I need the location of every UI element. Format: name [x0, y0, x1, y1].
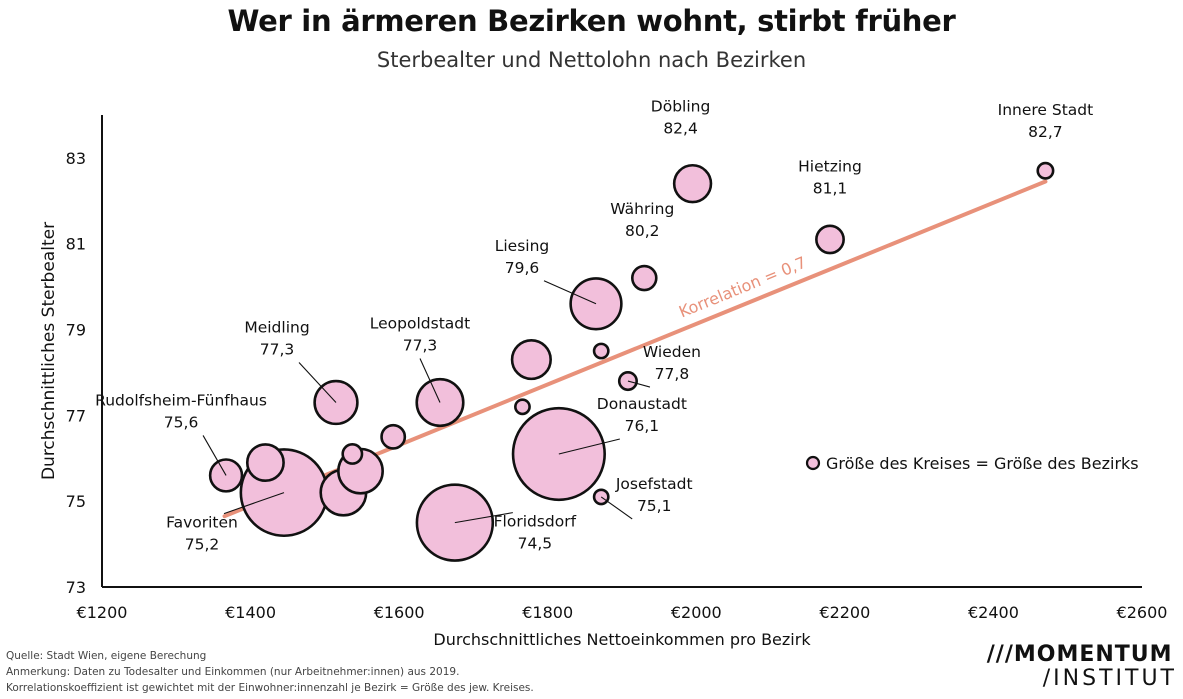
bubble-district	[245, 443, 285, 483]
value-floridsdorf: 74,5	[518, 535, 553, 553]
footer-note-weighting: Korrelationskoeffizient ist gewichtet mi…	[6, 682, 534, 694]
bubble-floridsdorf	[415, 483, 495, 562]
label-rudolfsheim-fuenfhaus: Rudolfsheim-Fünfhaus	[95, 391, 267, 409]
x-axis-title: Durchschnittliches Nettoeinkommen pro Be…	[433, 630, 811, 649]
value-innere-stadt: 82,7	[1028, 123, 1063, 141]
logo-word-2: INSTITUT	[1053, 666, 1177, 691]
value-rudolfsheim-fuenfhaus: 75,6	[164, 413, 199, 431]
bubble-district	[514, 398, 531, 416]
chart-subtitle: Sterbealter und Nettolohn nach Bezirken	[376, 48, 807, 72]
label-meidling: Meidling	[244, 318, 309, 336]
size-legend-label: Größe des Kreises = Größe des Bezirks	[826, 454, 1139, 473]
y-axis-title: Durchschnittliches Sterbealter	[39, 222, 59, 480]
value-liesing: 79,6	[505, 259, 540, 277]
leader-line-donaustadt	[558, 438, 620, 455]
value-doebling: 82,4	[663, 120, 698, 138]
label-innere-stadt: Innere Stadt	[998, 101, 1094, 119]
y-tick-label: 79	[66, 321, 86, 340]
bubble-district	[341, 443, 364, 465]
bubble-hietzing	[815, 224, 845, 255]
bubbles-layer	[208, 161, 1055, 562]
value-josefstadt: 75,1	[637, 497, 672, 515]
size-legend-icon	[805, 455, 821, 471]
logo-word-1: MOMENTUM	[1013, 642, 1173, 667]
y-tick-label: 73	[66, 578, 86, 597]
x-tick-label: €2000	[671, 603, 722, 622]
axes: 73 75 77 79 81 83 €1200 €1400 €1600 €1800 €2000 €22…	[39, 115, 1167, 649]
label-donaustadt: Donaustadt	[597, 395, 687, 413]
y-tick-label: 75	[66, 492, 86, 511]
label-hietzing: Hietzing	[798, 157, 862, 175]
leader-line-liesing	[543, 280, 597, 305]
leader-line-favoriten	[223, 492, 285, 515]
label-floridsdorf: Floridsdorf	[494, 513, 577, 531]
x-tick-label: €2400	[968, 603, 1019, 622]
bubble-district	[380, 423, 407, 450]
bubble-doebling	[672, 163, 713, 204]
leader-line-josefstadt	[600, 496, 633, 520]
logo-slash: /	[1042, 666, 1054, 691]
logo-slashes: ///	[986, 642, 1014, 667]
value-wieden: 77,8	[655, 365, 690, 383]
leader-line-rudolfsheim-fuenfhaus	[202, 435, 227, 476]
labels-layer: Innere Stadt 82,7 Döbling 82,4 Hietzing 81,1 W…	[95, 98, 1093, 554]
bubble-rudolfsheim-fuenfhaus	[208, 458, 244, 493]
bubble-district	[592, 342, 610, 360]
value-waehring: 80,2	[625, 222, 660, 240]
x-tick-label: €2600	[1117, 603, 1168, 622]
x-tick-label: €1400	[225, 603, 276, 622]
bubble-innere-stadt	[1036, 161, 1055, 180]
label-leopoldstadt: Leopoldstadt	[370, 314, 470, 332]
x-tick-label: €1600	[374, 603, 425, 622]
footer-note: Anmerkung: Daten zu Todesalter und Einko…	[6, 666, 460, 678]
x-tick-label: €1200	[77, 603, 128, 622]
bubble-district	[510, 338, 552, 381]
y-tick-label: 81	[66, 235, 86, 254]
label-wieden: Wieden	[643, 343, 701, 361]
leader-line-floridsdorf	[454, 512, 513, 524]
label-waehring: Währing	[610, 200, 674, 218]
momentum-logo: ///MOMENTUM /INSTITUT	[987, 643, 1177, 691]
label-favoriten: Favoriten	[166, 514, 238, 532]
footer-notes: Quelle: Stadt Wien, eigene Berechung Anm…	[6, 648, 534, 696]
value-hietzing: 81,1	[813, 179, 848, 197]
chart-title: Wer in ärmeren Bezirken wohnt, stirbt fr…	[227, 4, 956, 38]
bubble-waehring	[630, 264, 658, 292]
value-donaustadt: 76,1	[625, 417, 660, 435]
label-doebling: Döbling	[651, 98, 711, 116]
leader-line-wieden	[627, 380, 651, 388]
leader-line-meidling	[298, 362, 337, 403]
y-tick-label: 83	[66, 149, 86, 168]
footer-source: Quelle: Stadt Wien, eigene Berechung	[6, 650, 207, 662]
label-josefstadt: Josefstadt	[615, 475, 693, 493]
leader-line-leopoldstadt	[419, 358, 441, 403]
value-favoriten: 75,2	[185, 536, 220, 554]
label-liesing: Liesing	[495, 237, 550, 255]
x-tick-label: €1800	[522, 603, 573, 622]
value-meidling: 77,3	[260, 340, 295, 358]
value-leopoldstadt: 77,3	[403, 336, 438, 354]
y-tick-label: 77	[66, 406, 86, 425]
size-legend: Größe des Kreises = Größe des Bezirks	[805, 454, 1139, 473]
x-tick-label: €2200	[819, 603, 870, 622]
